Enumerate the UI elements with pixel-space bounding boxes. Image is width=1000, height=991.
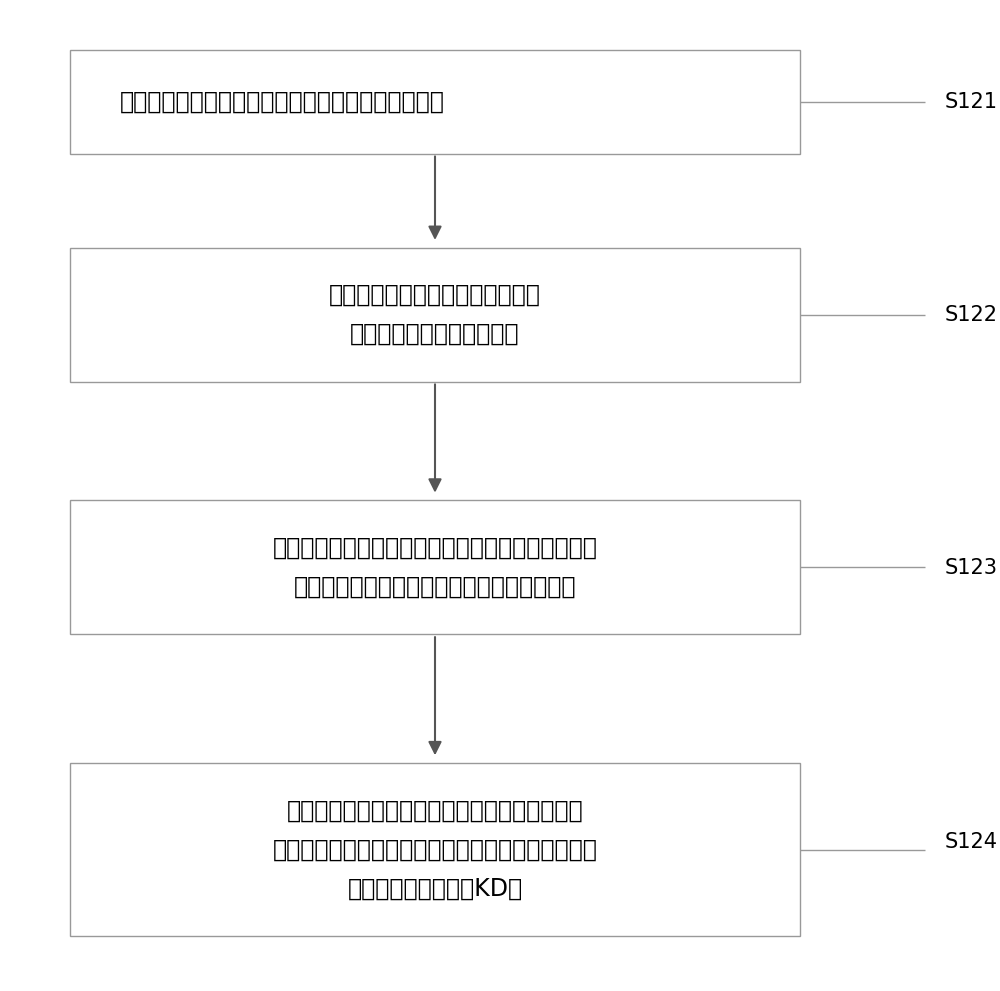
- Text: 对两部分中的每一个部分递归地进行计算、确定
和划分步骤，直到每一部分只剩下单个地震图数据，
从而建立一棵或多棵KD树: 对两部分中的每一个部分递归地进行计算、确定 和划分步骤，直到每一部分只剩下单个地…: [273, 799, 597, 901]
- FancyBboxPatch shape: [70, 248, 800, 382]
- Text: 计算组内所有地震图数据在每个维度上的均值和方差: 计算组内所有地震图数据在每个维度上的均值和方差: [120, 89, 445, 114]
- Text: 确定多个维度中具有相对于均值的
最大方差的一个或多个维度: 确定多个维度中具有相对于均值的 最大方差的一个或多个维度: [329, 283, 541, 346]
- FancyBboxPatch shape: [70, 500, 800, 634]
- Text: 对于一个或多个维度中的每一个维度，以该维度上的
均值作为中位数，将地震图数据划分成两部分: 对于一个或多个维度中的每一个维度，以该维度上的 均值作为中位数，将地震图数据划分…: [273, 536, 597, 599]
- FancyBboxPatch shape: [70, 50, 800, 154]
- Text: S121: S121: [945, 92, 998, 112]
- FancyBboxPatch shape: [70, 763, 800, 936]
- Text: S123: S123: [945, 558, 998, 578]
- Text: S122: S122: [945, 305, 998, 325]
- Text: S124: S124: [945, 832, 998, 852]
